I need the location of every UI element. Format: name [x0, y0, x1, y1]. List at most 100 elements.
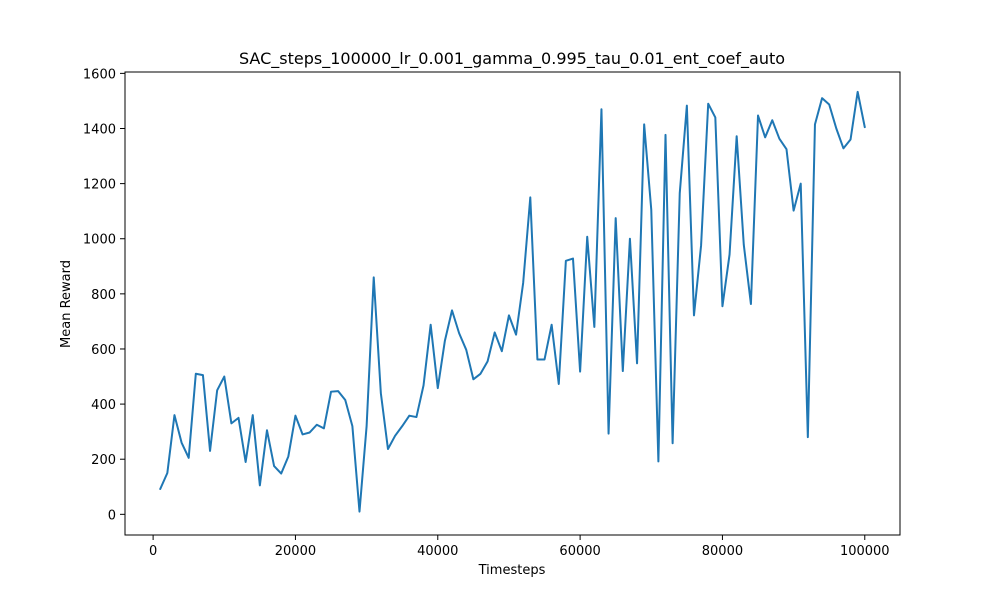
data-point — [835, 128, 837, 130]
data-point — [544, 358, 546, 360]
data-point — [209, 450, 211, 452]
data-point — [608, 433, 610, 435]
data-point — [729, 253, 731, 255]
data-point — [287, 455, 289, 457]
data-point — [650, 209, 652, 211]
x-axis: 0 20000 40000 60000 80000 100000 — [149, 535, 890, 559]
data-point — [785, 148, 787, 150]
data-point — [344, 399, 346, 401]
data-point — [423, 384, 425, 386]
y-tick-label: 600 — [91, 343, 116, 358]
data-point — [707, 103, 709, 105]
data-point — [693, 314, 695, 316]
data-point — [700, 244, 702, 246]
data-point — [586, 236, 588, 238]
x-tick-label: 100000 — [840, 544, 890, 559]
data-point — [323, 427, 325, 429]
data-point — [294, 415, 296, 417]
data-point — [166, 472, 168, 474]
data-point — [458, 332, 460, 334]
data-point — [565, 260, 567, 262]
data-point — [814, 123, 816, 125]
data-point — [615, 217, 617, 219]
data-point — [394, 435, 396, 437]
data-point — [757, 115, 759, 117]
y-tick-label: 1400 — [83, 122, 116, 137]
data-point — [230, 422, 232, 424]
data-point — [380, 392, 382, 394]
data-point — [444, 340, 446, 342]
data-point — [743, 244, 745, 246]
data-point — [337, 390, 339, 392]
data-point — [216, 389, 218, 391]
y-tick-label: 400 — [91, 398, 116, 413]
data-point — [636, 362, 638, 364]
data-point — [850, 139, 852, 141]
data-point — [238, 417, 240, 419]
y-tick-label: 1200 — [83, 178, 116, 193]
axes-frame — [124, 71, 901, 536]
data-point — [672, 442, 674, 444]
data-point — [195, 373, 197, 375]
data-point — [351, 425, 353, 427]
data-point — [821, 97, 823, 99]
data-point — [736, 135, 738, 137]
data-point — [366, 425, 368, 427]
x-tick-label: 20000 — [275, 544, 316, 559]
data-point — [558, 383, 560, 385]
data-point — [522, 282, 524, 284]
data-point — [572, 258, 574, 260]
data-point — [280, 473, 282, 475]
data-point — [828, 104, 830, 106]
data-point — [273, 465, 275, 467]
data-point — [593, 326, 595, 328]
data-point — [309, 431, 311, 433]
data-point — [316, 424, 318, 426]
data-point — [487, 360, 489, 362]
data-point — [437, 387, 439, 389]
data-point — [807, 436, 809, 438]
data-point — [778, 138, 780, 140]
data-point — [750, 303, 752, 305]
data-point — [245, 461, 247, 463]
data-point — [259, 484, 261, 486]
y-tick-label: 1000 — [83, 233, 116, 248]
data-point — [629, 238, 631, 240]
data-point — [764, 136, 766, 138]
data-point — [472, 378, 474, 380]
y-tick-label: 0 — [108, 508, 116, 523]
data-point — [665, 134, 667, 136]
x-tick-label: 40000 — [417, 544, 458, 559]
data-point — [302, 433, 304, 435]
data-point — [465, 349, 467, 351]
data-point — [494, 331, 496, 333]
data-point — [415, 416, 417, 418]
chart-title: SAC_steps_100000_lr_0.001_gamma_0.995_ta… — [239, 49, 785, 69]
plot-area — [159, 90, 866, 513]
data-point — [501, 350, 503, 352]
data-point — [401, 425, 403, 427]
data-point — [387, 448, 389, 450]
data-point — [857, 91, 859, 93]
data-point — [721, 305, 723, 307]
data-point — [430, 324, 432, 326]
data-point — [657, 460, 659, 462]
data-point — [181, 442, 183, 444]
data-point — [771, 119, 773, 121]
x-axis-label: Timesteps — [478, 563, 546, 578]
data-point — [159, 488, 161, 490]
data-point — [686, 105, 688, 107]
data-point — [551, 324, 553, 326]
data-point — [373, 276, 375, 278]
data-point — [330, 391, 332, 393]
data-point — [529, 196, 531, 198]
data-point — [202, 374, 204, 376]
data-point — [408, 415, 410, 417]
data-point — [266, 429, 268, 431]
data-point — [358, 511, 360, 513]
data-point — [515, 334, 517, 336]
data-point — [800, 183, 802, 185]
data-point — [188, 457, 190, 459]
data-point — [173, 414, 175, 416]
